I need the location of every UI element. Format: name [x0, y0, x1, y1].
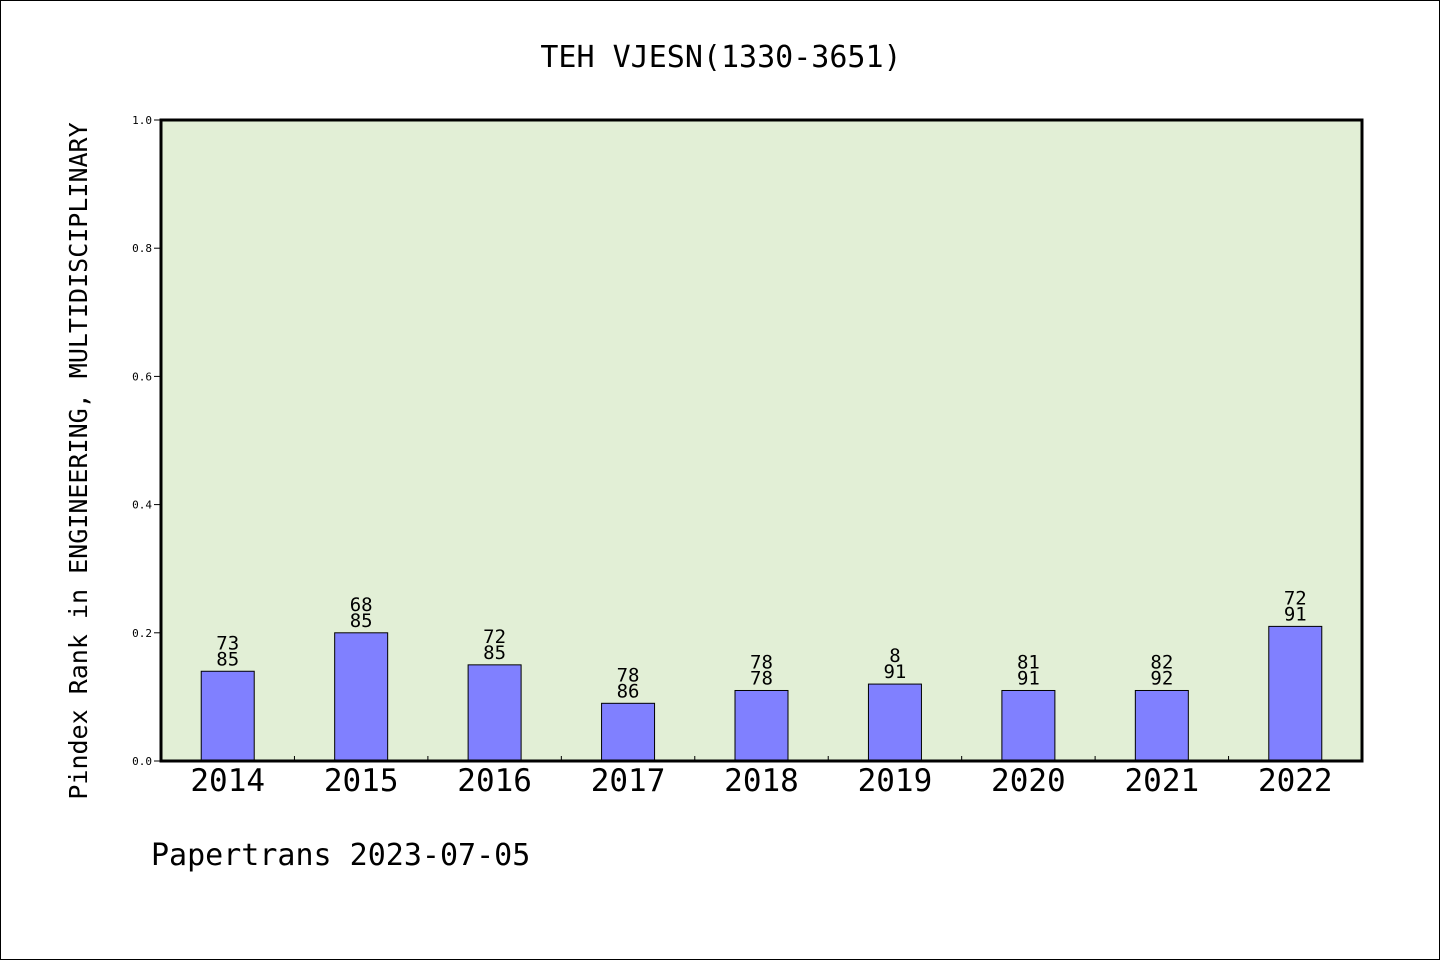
- bar-label-bottom: 85: [216, 648, 239, 670]
- x-tick-label: 2021: [1125, 763, 1200, 799]
- footer-text: Papertrans 2023-07-05: [151, 838, 530, 873]
- bars-group: [200, 625, 1323, 762]
- bar: [734, 689, 789, 762]
- bar: [1001, 689, 1056, 762]
- x-tick-label: 2018: [724, 763, 799, 799]
- bar: [867, 683, 922, 762]
- ticks-group: 2014 2015 2016 2017 2018 2019 2020 2021 2022 0.0 0…: [132, 114, 1332, 799]
- x-tick-label: 2020: [991, 763, 1066, 799]
- x-tick-label: 2017: [591, 763, 666, 799]
- y-tick-label: 0.6: [132, 370, 152, 383]
- bar-label-top: 78: [617, 664, 640, 686]
- bar-label-bottom: 86: [617, 680, 640, 702]
- y-tick-label: 1.0: [132, 114, 152, 127]
- x-tick-label: 2015: [324, 763, 399, 799]
- bar-label-bottom: 91: [1017, 667, 1040, 689]
- bar-label-bottom: 78: [750, 667, 773, 689]
- bar-label-bottom: 92: [1150, 667, 1173, 689]
- bar: [334, 632, 389, 762]
- bar-label-bottom: 85: [483, 642, 506, 664]
- bar-label-bottom: 91: [1284, 603, 1307, 625]
- x-tick-label: 2022: [1258, 763, 1333, 799]
- plot-border: [159, 118, 1364, 763]
- bar-label-top: 8: [889, 645, 900, 667]
- y-axis-label: Pindex Rank in ENGINEERING, MULTIDISCIPL…: [64, 122, 93, 799]
- y-tick-label: 0.2: [132, 627, 152, 640]
- bar: [467, 664, 522, 762]
- bar: [1268, 625, 1323, 762]
- bar-label-top: 73: [216, 632, 239, 654]
- x-tick-label: 2016: [457, 763, 532, 799]
- x-tick-label: 2019: [858, 763, 933, 799]
- bar-label-top: 68: [350, 594, 373, 616]
- bar-label-top: 81: [1017, 651, 1040, 673]
- bar-label-bottom: 85: [350, 610, 373, 632]
- bar-label-top: 72: [1284, 587, 1307, 609]
- bar: [1134, 689, 1189, 762]
- bar-label-top: 82: [1150, 651, 1173, 673]
- bar-label-bottom: 91: [883, 661, 906, 683]
- y-tick-label: 0.4: [132, 499, 152, 512]
- bar: [601, 702, 656, 762]
- bar-label-top: 78: [750, 651, 773, 673]
- y-tick-label: 0.0: [132, 755, 152, 768]
- bar: [200, 670, 255, 762]
- chart-title: TEH VJESN(1330-3651): [540, 40, 901, 75]
- y-tick-label: 0.8: [132, 242, 152, 255]
- bar-label-top: 72: [483, 626, 506, 648]
- x-tick-label: 2014: [190, 763, 265, 799]
